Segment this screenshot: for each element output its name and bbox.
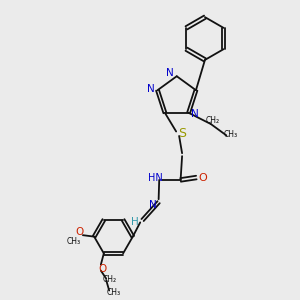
Text: CH₂: CH₂ xyxy=(103,275,117,284)
Text: HN: HN xyxy=(148,173,163,183)
Text: N: N xyxy=(149,200,157,210)
Text: N: N xyxy=(147,84,155,94)
Text: CH₃: CH₃ xyxy=(107,288,121,297)
Text: N: N xyxy=(191,109,199,119)
Text: CH₃: CH₃ xyxy=(66,237,80,246)
Text: S: S xyxy=(178,128,186,140)
Text: O: O xyxy=(75,227,83,237)
Text: CH₃: CH₃ xyxy=(224,130,238,139)
Text: CH₂: CH₂ xyxy=(206,116,220,125)
Text: H: H xyxy=(131,217,139,227)
Text: N: N xyxy=(166,68,174,78)
Text: O: O xyxy=(98,263,106,274)
Text: O: O xyxy=(198,172,207,182)
